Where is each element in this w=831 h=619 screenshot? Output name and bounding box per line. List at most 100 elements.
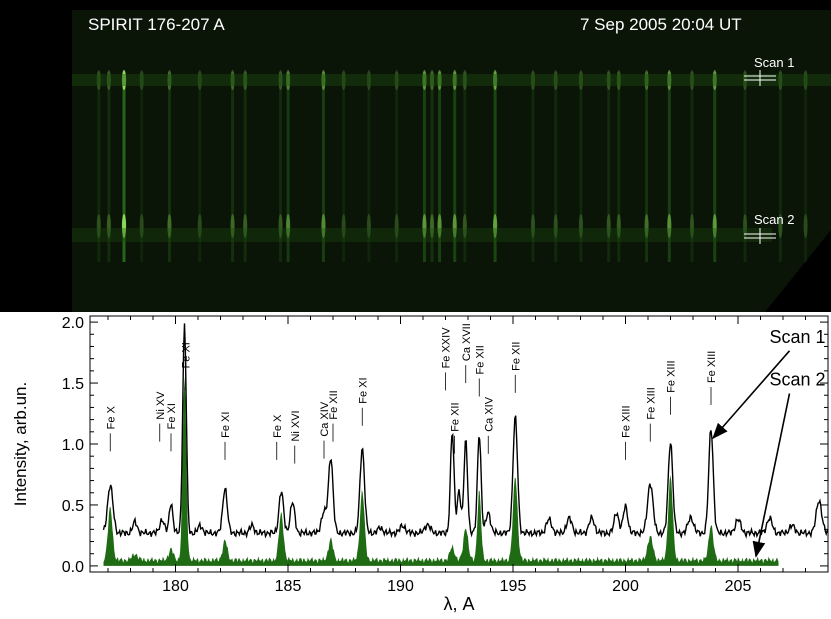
line-label: Fe XI bbox=[357, 377, 369, 403]
spectral-line-streaks bbox=[72, 70, 831, 262]
line-label: Fe XII bbox=[328, 390, 340, 419]
streak-scan2-spot bbox=[243, 214, 248, 238]
streak-scan1-spot bbox=[778, 70, 783, 90]
spectral-streak bbox=[367, 72, 371, 262]
streak-scan2-spot bbox=[106, 214, 111, 238]
x-tick-label: 190 bbox=[387, 578, 414, 595]
spectral-streak bbox=[198, 72, 202, 262]
spectral-streak bbox=[690, 72, 694, 262]
spectral-streak bbox=[140, 72, 144, 262]
streak-scan2-spot bbox=[96, 214, 101, 238]
spectral-streak bbox=[231, 72, 235, 262]
y-axis: 0.0 0.5 1.0 1.5 2.0 bbox=[62, 315, 828, 576]
streak-scan1-spot bbox=[462, 70, 467, 90]
streak-scan2-spot bbox=[553, 214, 558, 238]
spectral-streak bbox=[243, 72, 247, 262]
streak-scan2-spot bbox=[616, 214, 621, 238]
spectrogram-timestamp: 7 Sep 2005 20:04 UT bbox=[580, 15, 742, 34]
streak-scan1-spot bbox=[96, 70, 101, 90]
streak-scan1-spot bbox=[243, 70, 248, 90]
x-tick-label: 205 bbox=[725, 578, 752, 595]
streak-scan2-spot bbox=[167, 214, 172, 238]
streak-scan1-spot bbox=[493, 70, 498, 90]
x-axis: 180 185 190 195 200 205 bbox=[107, 316, 829, 595]
streak-scan2-spot bbox=[452, 214, 457, 238]
spectral-streak bbox=[422, 72, 426, 262]
line-label: Fe XIII bbox=[706, 351, 718, 383]
line-label: Fe XII bbox=[474, 345, 486, 374]
line-label: Fe XI bbox=[166, 403, 178, 429]
y-tick-label: 0.5 bbox=[62, 498, 84, 515]
spectral-streak bbox=[279, 72, 283, 262]
line-label: Fe XI bbox=[181, 342, 193, 368]
scan1-label: Scan 1 bbox=[754, 55, 794, 70]
spectral-streak bbox=[493, 72, 497, 262]
streak-scan1-spot bbox=[437, 70, 442, 90]
line-label: Fe X bbox=[272, 414, 284, 438]
x-tick-label: 185 bbox=[275, 578, 302, 595]
streak-scan1-spot bbox=[803, 70, 808, 90]
streak-scan1-spot bbox=[278, 70, 283, 90]
streak-scan1-spot bbox=[394, 70, 399, 90]
streak-scan1-spot bbox=[616, 70, 621, 90]
streak-scan2-spot bbox=[394, 214, 399, 238]
streak-scan1-spot bbox=[197, 70, 202, 90]
streak-scan2-spot bbox=[341, 214, 346, 238]
streak-scan1-spot bbox=[553, 70, 558, 90]
spectral-streak bbox=[554, 72, 558, 262]
streak-scan2-spot bbox=[278, 214, 283, 238]
scan2-area bbox=[103, 376, 779, 566]
line-label: Fe XI bbox=[220, 412, 232, 438]
line-label: Fe XIII bbox=[645, 387, 657, 419]
streak-scan1-spot bbox=[429, 70, 435, 90]
streak-scan2-spot bbox=[578, 214, 584, 238]
streak-scan1-spot bbox=[712, 70, 717, 90]
spectral-streak bbox=[97, 72, 101, 262]
x-axis-title: λ, A bbox=[443, 594, 474, 614]
streak-scan2-spot bbox=[778, 214, 783, 238]
scan1-line bbox=[102, 323, 829, 540]
spectral-streak bbox=[395, 72, 399, 262]
x-tick-label: 200 bbox=[612, 578, 639, 595]
line-label: Fe XII bbox=[450, 402, 462, 431]
streak-scan1-spot bbox=[341, 70, 346, 90]
spectral-streak bbox=[667, 72, 671, 262]
streak-scan2-spot bbox=[689, 214, 695, 238]
spectral-streak bbox=[778, 72, 782, 262]
spectrum-chart: 180 185 190 195 200 205 0.0 0.5 1.0 1.5 2.0 Fe X N… bbox=[11, 315, 829, 614]
spectral-streak bbox=[342, 72, 346, 262]
spectral-streak bbox=[713, 72, 717, 262]
streak-scan1-spot bbox=[230, 70, 235, 90]
scan-annotations: Scan 1 Scan 2 bbox=[712, 327, 826, 558]
line-label: Ni XV bbox=[155, 391, 167, 420]
spectral-streak bbox=[743, 72, 747, 262]
streak-scan1-spot bbox=[121, 70, 127, 90]
streak-scan1-spot bbox=[286, 70, 291, 90]
streak-scan2-spot bbox=[286, 214, 291, 238]
spectrogram-field bbox=[72, 10, 831, 312]
line-label: Ca XVII bbox=[461, 323, 473, 361]
streak-scan2-spot bbox=[493, 214, 498, 238]
streak-scan2-spot bbox=[606, 214, 611, 238]
streak-scan1-spot bbox=[578, 70, 584, 90]
streak-scan1-spot bbox=[452, 70, 457, 90]
spectral-streak bbox=[167, 72, 171, 262]
line-label: Fe XXIV bbox=[441, 327, 453, 369]
spectral-streak bbox=[122, 72, 126, 262]
spectral-streak bbox=[286, 72, 290, 262]
streak-scan1-spot bbox=[321, 70, 326, 90]
scan1-marker bbox=[744, 70, 776, 86]
spectrogram-title: SPIRIT 176-207 A bbox=[88, 15, 225, 34]
line-label: Fe XII bbox=[510, 342, 522, 371]
streak-scan2-spot bbox=[667, 214, 672, 238]
streak-scan2-spot bbox=[422, 214, 427, 238]
streak-scan2-spot bbox=[197, 214, 202, 238]
line-label: Ca XIV bbox=[319, 401, 331, 437]
streak-scan2-spot bbox=[139, 214, 144, 238]
streak-scan2-spot bbox=[530, 214, 536, 238]
spectral-streak bbox=[645, 72, 649, 262]
streak-scan2-spot bbox=[644, 214, 649, 238]
y-tick-label: 0.0 bbox=[62, 559, 84, 576]
spectral-streak bbox=[107, 72, 111, 262]
y-tick-label: 1.5 bbox=[62, 376, 84, 393]
